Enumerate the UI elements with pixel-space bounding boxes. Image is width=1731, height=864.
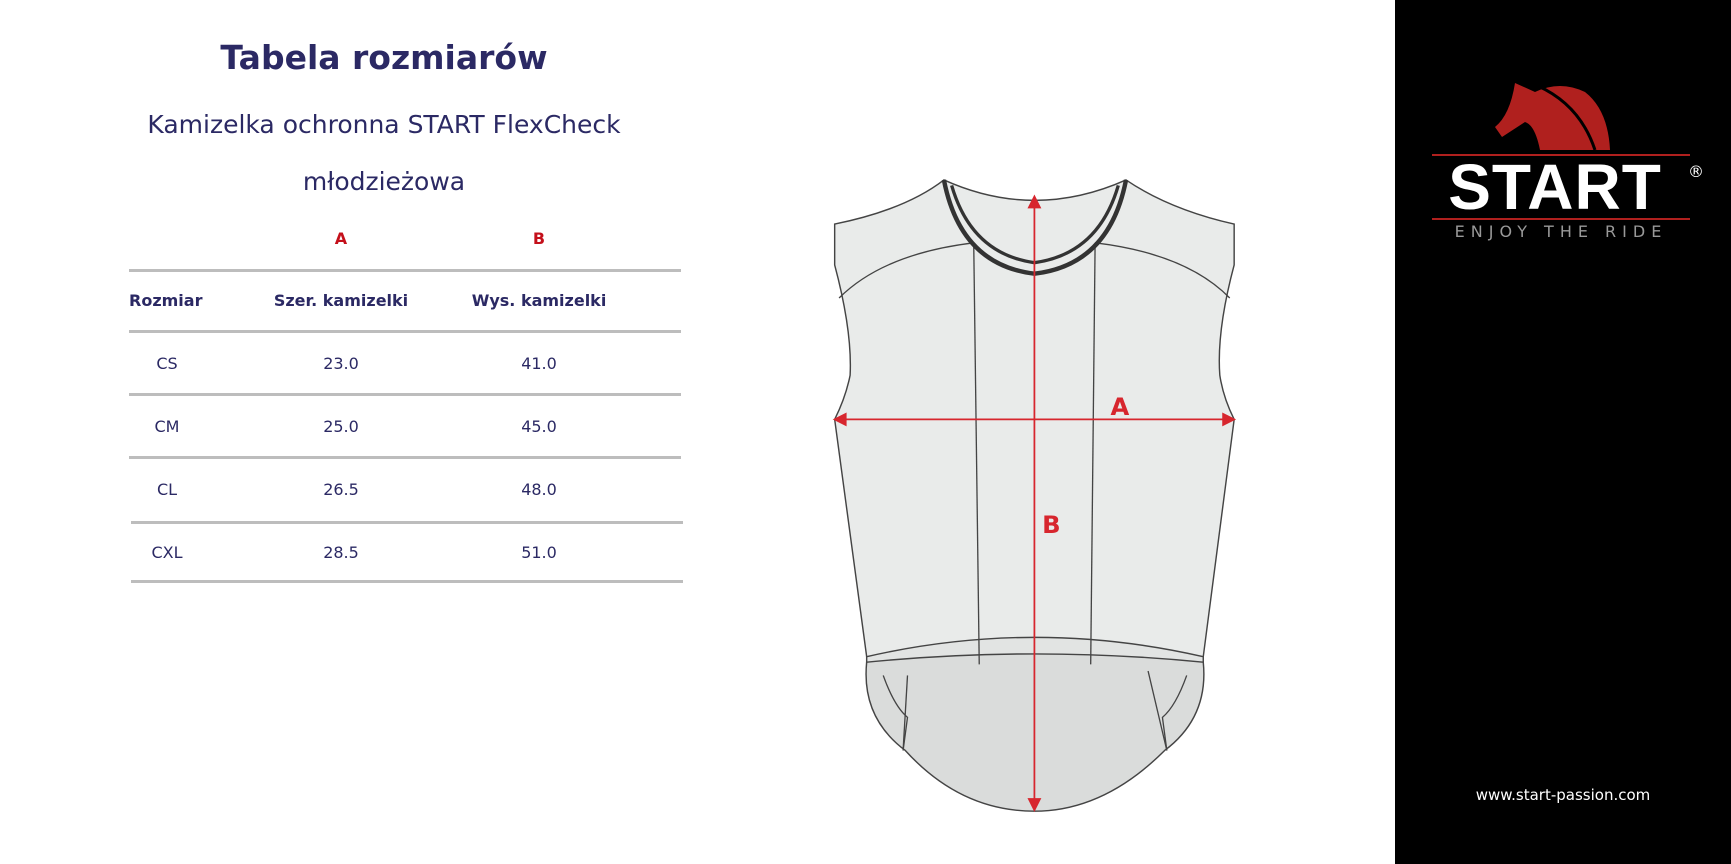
cell-height: 51.0 (521, 543, 557, 562)
website-link[interactable]: www.start-passion.com (1475, 786, 1651, 804)
cell-size: CM (154, 417, 180, 436)
divider (131, 521, 683, 524)
cell-height: 48.0 (521, 480, 557, 499)
marker-a: A (334, 229, 348, 248)
cell-width: 25.0 (323, 417, 359, 436)
divider (129, 330, 681, 333)
divider (131, 580, 683, 583)
registered-mark: ® (1688, 162, 1704, 181)
dimension-label-a: A (1111, 392, 1130, 421)
cell-width: 23.0 (323, 354, 359, 373)
cell-width: 26.5 (323, 480, 359, 499)
cell-width: 28.5 (323, 543, 359, 562)
header-height: Wys. kamizelki (471, 291, 607, 310)
horse-logo-icon (1495, 83, 1610, 151)
header-width: Szer. kamizelki (273, 291, 409, 310)
product-variant: młodzieżowa (302, 167, 466, 196)
vest-diagram: A B (832, 179, 1237, 813)
marker-b: B (532, 229, 546, 248)
page-title: Tabela rozmiarów (220, 38, 548, 77)
dimension-label-b: B (1042, 510, 1061, 539)
brand-name: START (1448, 151, 1662, 223)
header-size: Rozmiar (129, 291, 203, 310)
logo-line (1432, 218, 1690, 220)
divider (129, 269, 681, 272)
cell-size: CS (156, 354, 178, 373)
logo-line (1432, 154, 1690, 156)
brand-tagline: ENJOY THE RIDE (1454, 222, 1668, 241)
cell-size: CXL (151, 543, 183, 562)
cell-size: CL (156, 480, 178, 499)
divider (129, 456, 681, 459)
cell-height: 41.0 (521, 354, 557, 373)
divider (129, 393, 681, 396)
cell-height: 45.0 (521, 417, 557, 436)
product-name: Kamizelka ochronna START FlexCheck (147, 110, 621, 139)
